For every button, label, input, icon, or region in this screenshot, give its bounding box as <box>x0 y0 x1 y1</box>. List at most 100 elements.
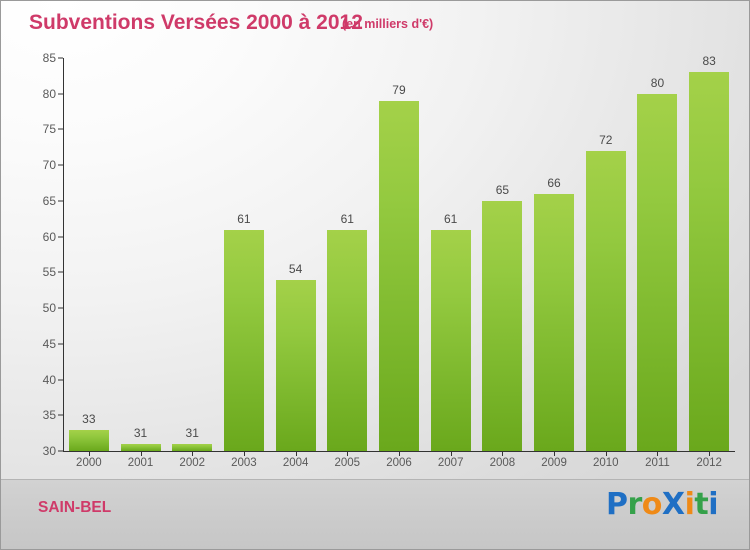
bar[interactable] <box>378 100 419 451</box>
y-axis-line <box>63 58 64 452</box>
x-axis-tick-label: 2002 <box>179 457 206 469</box>
x-axis-tick-mark <box>295 451 297 456</box>
y-axis-tick-mark <box>58 128 63 130</box>
x-axis-tick-mark <box>554 451 556 456</box>
x-axis-tick-label: 2011 <box>645 457 670 469</box>
x-axis-tick-mark <box>192 451 194 456</box>
bar-value-label: 80 <box>650 75 665 90</box>
bar-value-label: 33 <box>82 411 96 426</box>
y-axis-tick-label: 45 <box>42 336 56 351</box>
x-axis-tick-label: 2001 <box>127 457 154 469</box>
brand-letter: i <box>684 487 695 522</box>
bar-group: 61 2003 <box>218 58 270 469</box>
x-axis-tick-mark <box>605 451 607 456</box>
footer-bar: SAIN-BEL ProXiti <box>1 479 749 549</box>
bar[interactable] <box>482 200 523 451</box>
x-axis-tick-label: 2008 <box>489 457 516 469</box>
x-axis-tick-mark <box>88 451 90 456</box>
x-axis-tick-mark <box>243 451 245 456</box>
plot-area: 30 35 40 45 50 55 60 65 70 75 80 85 33 2000 31 2001 31 2… <box>43 51 735 469</box>
y-axis-tick-label: 60 <box>42 229 56 244</box>
bar-value-label: 65 <box>495 182 510 197</box>
bar-value-label: 61 <box>340 211 354 226</box>
bar[interactable] <box>534 193 575 451</box>
bar-group: 33 2000 <box>63 58 115 469</box>
bar-value-label: 66 <box>547 175 561 190</box>
y-axis-tick-label: 55 <box>42 265 56 280</box>
x-axis-tick-mark <box>347 451 349 456</box>
x-axis-tick-label: 2007 <box>437 457 464 469</box>
bar-group: 72 2010 <box>580 58 632 469</box>
bar-value-label: 72 <box>599 132 613 147</box>
y-axis-tick-mark <box>58 414 63 416</box>
bar-value-label: 54 <box>288 261 303 276</box>
y-axis-tick-mark <box>58 236 63 238</box>
x-axis-tick-mark <box>502 451 504 456</box>
bar[interactable] <box>223 229 264 451</box>
y-axis-tick-label: 80 <box>42 86 56 101</box>
bar[interactable] <box>585 150 626 451</box>
y-axis-tick-mark <box>58 307 63 309</box>
bar[interactable] <box>637 93 678 451</box>
x-axis-tick-label: 2003 <box>231 457 257 469</box>
x-axis-tick-mark <box>140 451 142 456</box>
y-axis-tick-mark <box>58 343 63 345</box>
y-axis-tick-mark <box>58 450 63 452</box>
bar[interactable] <box>120 443 161 451</box>
bar-value-label: 61 <box>237 211 251 226</box>
bar[interactable] <box>68 429 109 451</box>
x-axis-tick-mark <box>657 451 659 456</box>
x-axis-tick-label: 2012 <box>696 457 722 469</box>
brand-letter: X <box>661 487 685 522</box>
y-axis-tick-label: 30 <box>42 444 56 458</box>
bar[interactable] <box>172 443 213 451</box>
x-axis-tick-mark <box>450 451 452 456</box>
y-axis-tick-label: 35 <box>42 408 56 423</box>
y-axis-tick-mark <box>58 271 63 273</box>
y-axis-tick-label: 70 <box>42 158 56 173</box>
y-axis-tick-label: 85 <box>42 51 56 65</box>
chart-units-subtitle: (en milliers d'€) <box>342 17 434 31</box>
x-axis-tick-mark <box>398 451 400 456</box>
page-title: Subventions Versées 2000 à 2012 <box>29 11 363 34</box>
proxiti-logo[interactable]: ProXiti <box>606 490 718 520</box>
x-axis-tick-label: 2010 <box>592 457 619 469</box>
bar-value-label: 83 <box>702 54 716 69</box>
bar[interactable] <box>275 279 316 451</box>
bar-group: 83 2012 <box>683 54 735 469</box>
bar-value-label: 61 <box>444 211 458 226</box>
bar-group: 80 2011 <box>632 58 684 469</box>
x-axis-tick-label: 2009 <box>541 457 567 469</box>
y-axis-tick-mark <box>58 57 63 59</box>
x-axis-tick-label: 2004 <box>282 457 309 469</box>
brand-letter: r <box>627 487 643 522</box>
y-axis-tick-label: 75 <box>42 122 56 137</box>
y-axis-tick-label: 50 <box>42 301 56 316</box>
chart-panel: Subventions Versées 2000 à 2012 (en mill… <box>1 1 749 479</box>
bar-value-label: 79 <box>392 82 406 97</box>
bar-group: 66 2009 <box>528 58 580 469</box>
x-axis-tick-label: 2006 <box>386 457 412 469</box>
brand-letter: i <box>708 487 718 522</box>
y-axis-tick-mark <box>58 200 63 202</box>
x-axis-tick-label: 2000 <box>76 457 102 469</box>
y-axis-tick-mark <box>58 93 63 95</box>
bar-group: 31 2001 <box>115 58 167 469</box>
bar[interactable] <box>430 229 471 451</box>
bar-group: 61 2007 <box>425 58 477 469</box>
bar[interactable] <box>689 72 730 451</box>
y-axis-tick-mark <box>58 379 63 381</box>
bar-series: 33 2000 31 2001 31 2002 61 2003 54 2004 61 2005 79 20… <box>63 54 735 469</box>
bar-group: 31 2002 <box>166 58 218 469</box>
bar-group: 79 2006 <box>373 58 425 469</box>
bar[interactable] <box>327 229 368 451</box>
y-axis-tick-label: 65 <box>42 193 56 208</box>
x-axis-tick-mark <box>709 451 711 456</box>
bar-value-label: 31 <box>133 425 148 440</box>
bar-value-label: 31 <box>185 425 199 440</box>
brand-letter: P <box>606 487 628 522</box>
x-axis-tick-label: 2005 <box>334 457 361 469</box>
y-axis-tick-mark <box>58 164 63 166</box>
bar-group: 54 2004 <box>270 58 322 469</box>
